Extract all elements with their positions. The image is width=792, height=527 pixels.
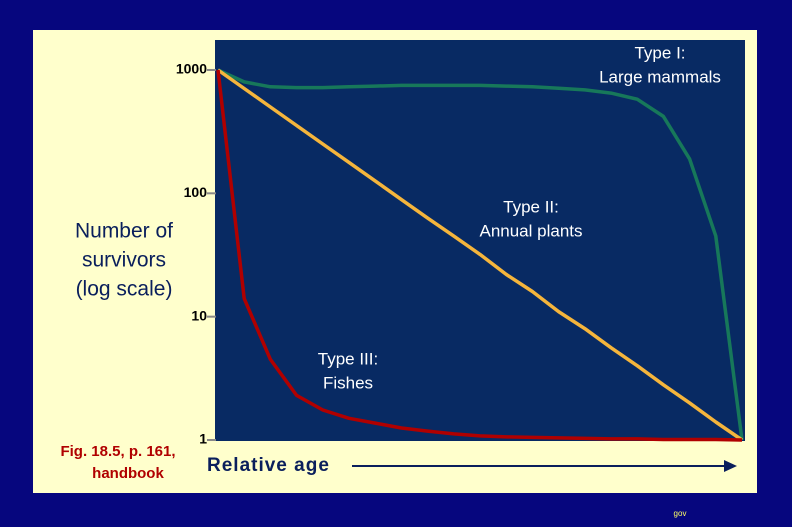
series-line xyxy=(217,68,744,441)
x-arrow-head xyxy=(724,460,737,472)
x-axis-label: Relative age xyxy=(207,455,330,476)
series-label: Annual plants xyxy=(479,221,582,240)
series-line xyxy=(216,68,743,442)
series-line xyxy=(216,69,743,442)
y-axis-label: (log scale) xyxy=(76,278,173,301)
y-tick-label: 100 xyxy=(184,184,208,200)
series-label: Large mammals xyxy=(599,67,721,86)
caption: handbook xyxy=(92,465,164,482)
series-label: Type III: xyxy=(318,349,378,368)
footer: gov xyxy=(674,509,687,518)
caption: Fig. 18.5, p. 161, xyxy=(60,443,175,460)
series-label: Type II: xyxy=(503,197,559,216)
series-label: Fishes xyxy=(323,373,373,392)
y-axis-label: survivors xyxy=(82,249,166,272)
plot-area xyxy=(215,40,745,441)
series-label: Type I: xyxy=(634,43,685,62)
y-tick-label: 1000 xyxy=(176,61,207,77)
y-tick-label: 10 xyxy=(191,307,207,323)
y-tick-label: 1 xyxy=(199,431,207,447)
y-axis-label: Number of xyxy=(75,220,173,243)
